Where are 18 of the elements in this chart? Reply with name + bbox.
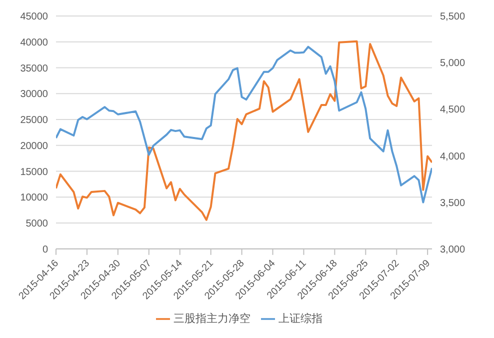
y-tick-label: 45000 xyxy=(20,12,48,23)
y2-tick-label: 5,000 xyxy=(440,58,466,70)
y-tick-label: 10000 xyxy=(20,192,48,204)
y2-tick-label: 3,000 xyxy=(440,244,466,256)
y-tick-label: 25000 xyxy=(20,115,48,126)
y-tick-label: 15000 xyxy=(20,166,48,178)
y-tick-label: 40000 xyxy=(20,37,48,48)
legend-label: 上证综指 xyxy=(278,312,322,325)
y-tick-label: 5000 xyxy=(26,218,48,230)
y2-tick-label: 4,500 xyxy=(440,104,466,116)
legend-label: 三股指主力净空 xyxy=(174,312,250,325)
y-tick-label: 0 xyxy=(42,244,48,256)
y-tick-label: 35000 xyxy=(20,63,48,74)
y2-tick-label: 5,500 xyxy=(440,12,466,23)
y2-tick-label: 3,500 xyxy=(440,198,466,209)
y-tick-label: 30000 xyxy=(20,89,48,100)
y-tick-label: 20000 xyxy=(20,140,48,152)
y2-tick-label: 4,000 xyxy=(440,151,466,162)
